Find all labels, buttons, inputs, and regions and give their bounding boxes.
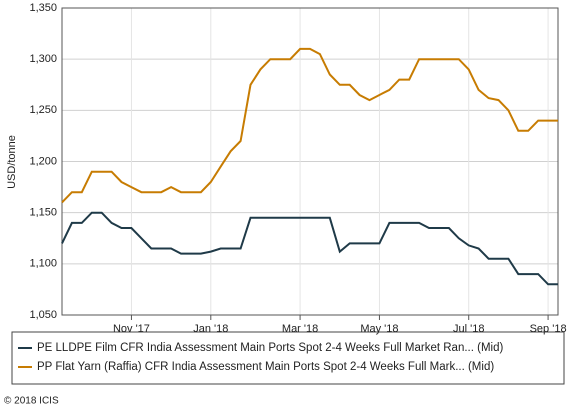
- x-tick-label: Jan '18: [193, 323, 228, 335]
- legend-box: [11, 331, 565, 385]
- y-tick-label: 1,150: [29, 207, 57, 219]
- series-line: [61, 47, 558, 204]
- x-tick-label: May '18: [360, 323, 398, 335]
- x-tick-label: Nov '17: [113, 323, 150, 335]
- series-line: [61, 211, 558, 286]
- y-tick-label: 1,200: [29, 155, 57, 167]
- y-tick-label: 1,300: [29, 53, 57, 65]
- plot-frame: [61, 7, 559, 316]
- x-tick-label: Sep '18: [530, 323, 567, 335]
- x-tick-label: Mar '18: [282, 323, 318, 335]
- legend-label: PP Flat Yarn (Raffia) CFR India Assessme…: [37, 361, 494, 373]
- footer: © 2018 ICIS: [4, 396, 59, 407]
- y-tick-label: 1,350: [29, 2, 57, 14]
- legend-label: PE LLDPE Film CFR India Assessment Main …: [37, 342, 503, 354]
- x-tick-label: Jul '18: [453, 323, 484, 335]
- y-tick-label: 1,250: [29, 104, 57, 116]
- y-tick-label: 1,050: [29, 309, 57, 321]
- y-axis-title: USD/tonne: [6, 135, 18, 189]
- y-tick-label: 1,100: [29, 258, 57, 270]
